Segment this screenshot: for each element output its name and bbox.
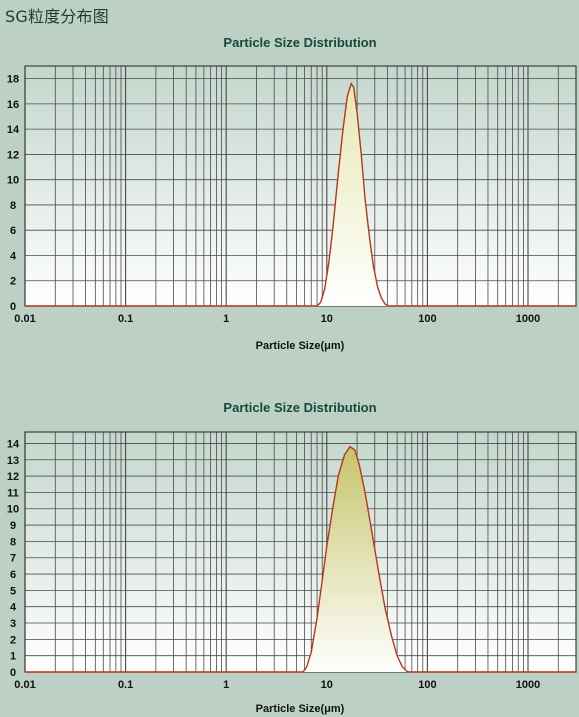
chart-2-y-tick-label: 8 <box>10 536 16 548</box>
chart-1-y-tick-label: 14 <box>7 124 20 136</box>
chart-2: Particle Size Distribution 0123456789101… <box>7 400 577 715</box>
chart-1-y-tick-label: 10 <box>7 175 19 187</box>
chart-1-y-tick-label: 6 <box>10 225 16 237</box>
chart-2-y-tick-label: 1 <box>10 651 16 663</box>
chart-2-x-ticks: 0.01 0.1 1 10 100 1000 <box>14 679 540 691</box>
chart-2-y-tick-label: 10 <box>7 504 19 516</box>
chart-1-series <box>25 82 576 307</box>
chart-2-y-tick-label: 0 <box>10 667 16 679</box>
chart-1-x-tick-label: 0.01 <box>14 313 35 325</box>
chart-2-x-tick-label: 1 <box>223 679 229 691</box>
chart-1: Particle Size Distribution 0 2 4 6 8 10 12 14 16… <box>7 35 577 352</box>
chart-1-distribution-line <box>25 82 576 307</box>
chart-1-x-axis-label: Particle Size(μm) <box>256 340 345 352</box>
chart-2-x-axis-label: Particle Size(μm) <box>256 703 345 715</box>
chart-2-x-tick-label: 0.01 <box>14 679 35 691</box>
chart-2-series <box>25 445 576 673</box>
chart-2-x-tick-label: 0.1 <box>118 679 133 691</box>
chart-1-y-tick-label: 4 <box>10 250 17 262</box>
chart-1-y-tick-label: 8 <box>10 200 16 212</box>
chart-1-plot-area <box>25 66 576 306</box>
chart-1-y-ticks: 0 2 4 6 8 10 12 14 16 18 <box>7 74 20 313</box>
chart-1-x-tick-label: 0.1 <box>118 313 133 325</box>
chart-1-x-tick-label: 10 <box>321 313 333 325</box>
chart-2-y-tick-label: 6 <box>10 569 16 581</box>
chart-2-y-tick-label: 12 <box>7 471 19 483</box>
page-title: SG粒度分布图 <box>5 7 109 26</box>
chart-2-plot-area <box>25 432 576 672</box>
chart-1-title: Particle Size Distribution <box>223 35 376 50</box>
chart-2-y-tick-label: 5 <box>10 585 16 597</box>
chart-1-x-tick-label: 100 <box>418 313 436 325</box>
chart-2-title: Particle Size Distribution <box>223 400 376 415</box>
chart-2-y-tick-label: 4 <box>10 602 17 614</box>
chart-1-x-tick-label: 1 <box>223 313 229 325</box>
chart-2-y-tick-label: 9 <box>10 520 16 532</box>
chart-2-distribution-line <box>25 445 576 673</box>
chart-2-y-tick-label: 7 <box>10 553 16 565</box>
chart-1-x-ticks: 0.01 0.1 1 10 100 1000 <box>14 313 540 325</box>
chart-2-y-tick-label: 11 <box>7 487 19 499</box>
chart-1-y-tick-label: 2 <box>10 276 16 288</box>
chart-2-y-tick-label: 13 <box>7 455 19 467</box>
chart-1-x-tick-label: 1000 <box>516 313 540 325</box>
chart-2-x-tick-label: 10 <box>321 679 333 691</box>
chart-1-y-tick-label: 16 <box>7 99 19 111</box>
chart-2-grid <box>24 431 577 673</box>
chart-2-y-tick-label: 3 <box>10 618 16 630</box>
chart-2-x-tick-label: 1000 <box>516 679 540 691</box>
chart-1-y-tick-label: 18 <box>7 74 19 86</box>
chart-2-y-tick-label: 14 <box>7 438 20 450</box>
chart-2-y-tick-label: 2 <box>10 634 16 646</box>
chart-2-x-tick-label: 100 <box>418 679 436 691</box>
chart-1-y-tick-label: 0 <box>10 301 16 313</box>
chart-1-y-tick-label: 12 <box>7 149 19 161</box>
